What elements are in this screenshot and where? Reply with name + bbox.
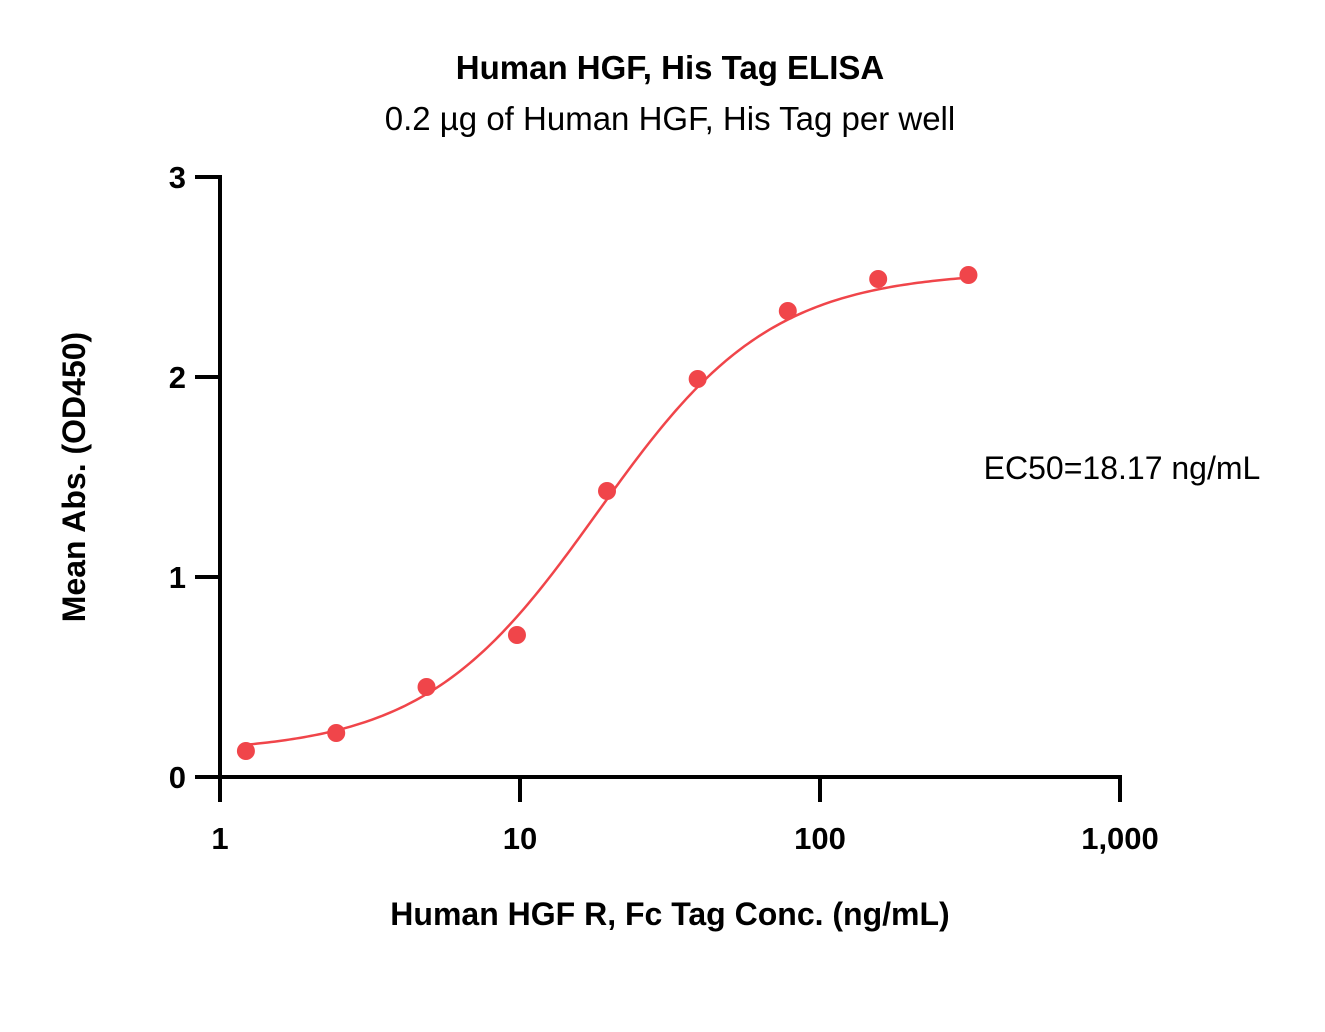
x-axis-title: Human HGF R, Fc Tag Conc. (ng/mL) xyxy=(390,896,949,932)
data-point xyxy=(869,270,888,288)
x-tick-label: 1,000 xyxy=(1081,821,1159,856)
data-point xyxy=(236,742,255,760)
data-point xyxy=(778,302,797,320)
fit-curve xyxy=(245,276,969,747)
data-point xyxy=(507,626,526,644)
x-tick-label: 1 xyxy=(211,821,228,856)
y-tick-label: 3 xyxy=(169,160,186,195)
data-point xyxy=(598,482,617,500)
y-tick-label: 1 xyxy=(169,560,186,595)
data-point xyxy=(417,678,436,696)
y-tick-label: 0 xyxy=(169,760,186,795)
y-axis-title: Mean Abs. (OD450) xyxy=(56,332,92,622)
chart-subtitle: 0.2 µg of Human HGF, His Tag per well xyxy=(385,100,955,137)
x-tick-labels: 1 10 100 1,000 xyxy=(211,821,1158,856)
ec50-annotation: EC50=18.17 ng/mL xyxy=(984,450,1261,486)
fit-curve-layer xyxy=(245,276,969,747)
data-point xyxy=(688,370,707,388)
x-tick-label: 10 xyxy=(503,821,537,856)
y-tick-label: 2 xyxy=(169,360,186,395)
axes xyxy=(195,175,1122,802)
data-points-layer xyxy=(236,266,978,760)
data-point xyxy=(327,724,346,742)
data-point xyxy=(959,266,978,284)
y-tick-labels: 0 1 2 3 xyxy=(169,160,186,795)
x-tick-label: 100 xyxy=(794,821,846,856)
chart-title: Human HGF, His Tag ELISA xyxy=(456,49,884,86)
